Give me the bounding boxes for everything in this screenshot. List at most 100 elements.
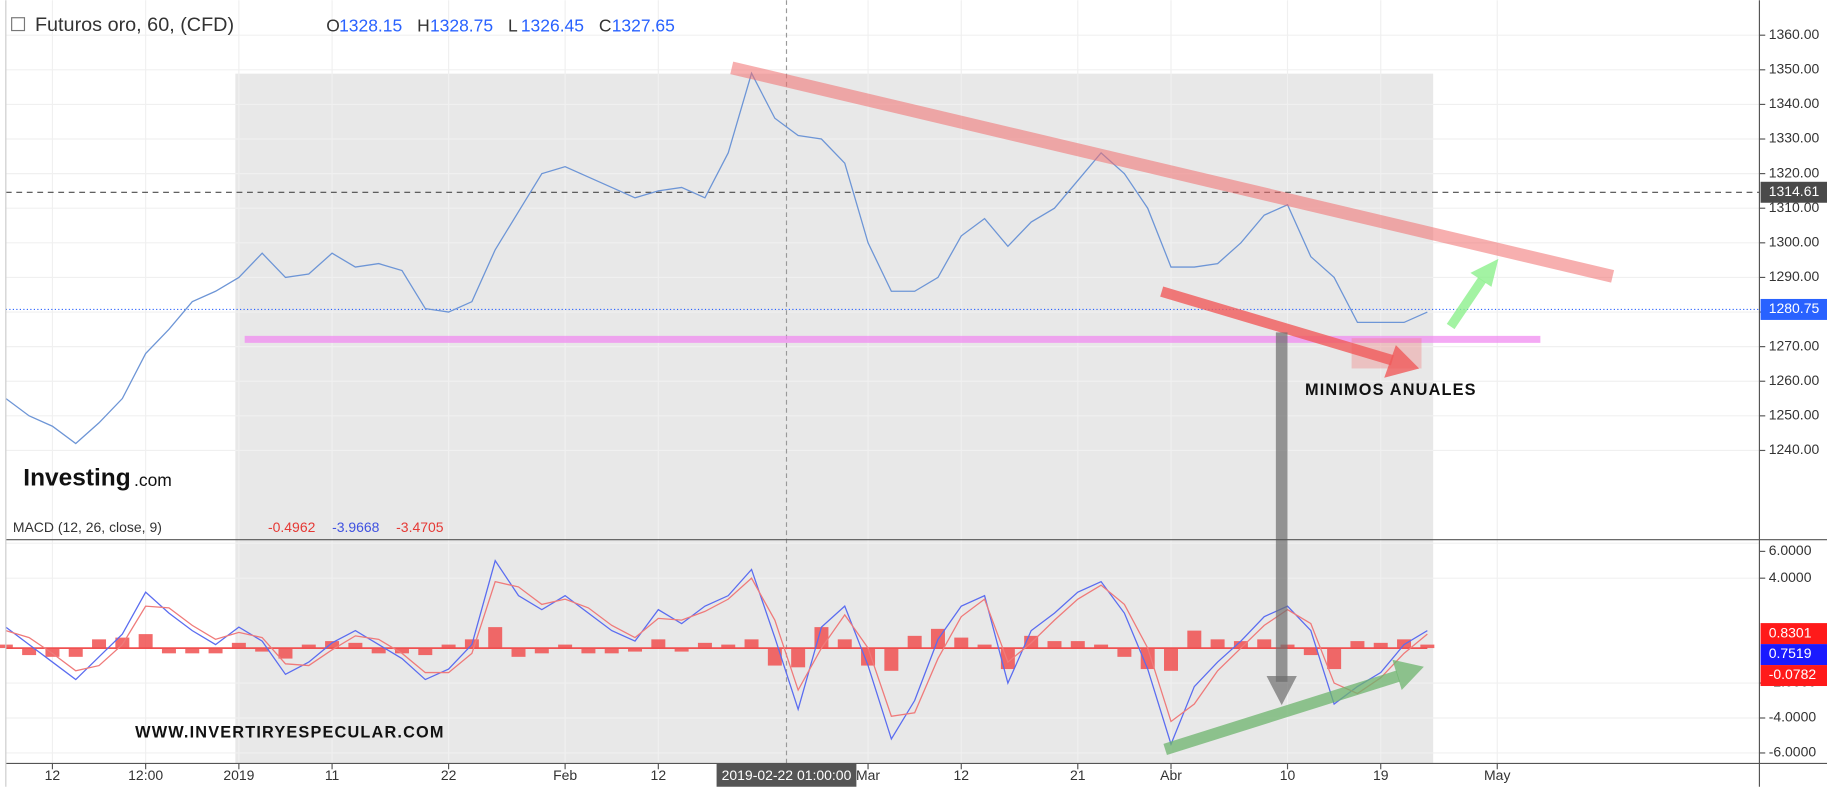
- x-tick-label: 11: [325, 767, 340, 783]
- histogram-bar: [511, 648, 526, 657]
- histogram-bar: [1373, 642, 1388, 649]
- collapse-icon[interactable]: [11, 17, 26, 32]
- histogram-bar: [604, 648, 619, 654]
- arrow: [1446, 277, 1486, 330]
- histogram-bar: [1327, 648, 1342, 670]
- crosshair-label-box: [716, 763, 857, 787]
- level-label: 1280.75: [1769, 300, 1820, 316]
- arrow-head: [1266, 676, 1297, 706]
- histogram-bar: [278, 648, 293, 659]
- ohlc-key: H: [417, 16, 430, 36]
- arrow-head: [1384, 345, 1420, 378]
- line: [5, 71, 1428, 445]
- value-box: [1760, 644, 1827, 666]
- marks: [0, 71, 1760, 747]
- histogram-bar: [977, 644, 992, 649]
- value-label: -0.0782: [1769, 666, 1817, 682]
- histogram-bar: [1094, 644, 1109, 649]
- level-box: [1760, 181, 1827, 203]
- chart-title: Futuros oro, 60, (CFD): [35, 14, 234, 36]
- histogram-bar: [628, 648, 643, 652]
- x-tick-label: 21: [1070, 767, 1086, 783]
- histogram-bar: [1397, 639, 1412, 649]
- logo-suffix: .com: [134, 470, 172, 490]
- y-tick-label: 1330.00: [1769, 130, 1820, 146]
- histogram-bar: [441, 644, 456, 649]
- histogram-bar: [255, 648, 270, 652]
- histogram-bar: [907, 635, 922, 649]
- histogram-bar: [581, 648, 596, 654]
- histogram-bar: [651, 639, 666, 649]
- y-tick-label: 1260.00: [1769, 372, 1820, 388]
- histogram-bar: [1420, 644, 1435, 649]
- y-tick-label: 1320.00: [1769, 164, 1820, 180]
- highlight-box: [235, 73, 1434, 764]
- y-tick-label: 1350.00: [1769, 60, 1820, 76]
- histogram-bar: [697, 642, 712, 649]
- x-tick-label: 2019: [223, 767, 254, 783]
- histogram-bar: [138, 634, 153, 649]
- histogram-bar: [92, 639, 107, 649]
- histogram-bar: [161, 648, 176, 654]
- y-tick-label: 1290.00: [1769, 268, 1820, 284]
- histogram-bar: [231, 642, 246, 649]
- indicator-title: MACD (12, 26, close, 9): [13, 519, 162, 535]
- line: [5, 577, 1428, 723]
- value-label: 0.8301: [1769, 624, 1812, 640]
- histogram-bar: [394, 648, 409, 654]
- line: [5, 559, 1428, 747]
- histogram-bar: [301, 644, 316, 649]
- histogram-bar: [558, 644, 573, 649]
- ohlc-key: O: [326, 16, 340, 36]
- x-tick-label: Abr: [1160, 767, 1182, 783]
- crosshair-label: 2019-02-22 01:00:00: [722, 767, 852, 783]
- y-tick-label: -4.0000: [1769, 709, 1817, 725]
- arrow-head: [1470, 258, 1499, 287]
- level-box: [1760, 298, 1827, 320]
- value-label: 0.7519: [1769, 645, 1812, 661]
- histogram-bar: [767, 648, 782, 666]
- histogram-bar: [1233, 641, 1248, 649]
- value-box: [1760, 623, 1827, 645]
- histogram-bar: [418, 648, 433, 656]
- histogram-bar: [1140, 648, 1155, 670]
- x-tick-label: May: [1484, 767, 1510, 783]
- histogram-bar: [45, 648, 60, 657]
- x-tick-label: 19: [1373, 767, 1389, 783]
- histogram-bar: [1303, 648, 1318, 656]
- ohlc-value: 1328.15: [339, 16, 402, 36]
- y-tick-label: 4.0000: [1769, 569, 1812, 585]
- histogram-bar: [1187, 630, 1202, 649]
- y-tick-label: -6.0000: [1769, 744, 1817, 760]
- logo: Investing: [23, 465, 130, 492]
- histogram-bar: [1070, 641, 1085, 649]
- histogram-bar: [185, 648, 200, 654]
- level-label: 1314.61: [1769, 183, 1820, 199]
- histogram-bar: [534, 648, 549, 654]
- histogram-bar: [1350, 641, 1365, 649]
- ohlc-value: 1328.75: [430, 16, 493, 36]
- histogram-bar: [1164, 648, 1178, 671]
- y-tick-label: 1310.00: [1769, 199, 1820, 215]
- y-tick-label: 1270.00: [1769, 337, 1820, 353]
- ohlc-value: 1326.45: [521, 16, 584, 36]
- watermark: WWW.INVERTIRYESPECULAR.COM: [135, 723, 444, 741]
- trendline: [730, 61, 1615, 283]
- histogram-bar: [884, 648, 899, 671]
- histogram-bar: [721, 644, 736, 649]
- y-tick-label: 1300.00: [1769, 234, 1820, 250]
- x-tick-label: Mar: [856, 767, 880, 783]
- arrow: [1163, 670, 1400, 756]
- histogram-bar: [837, 639, 852, 649]
- histogram-bar: [861, 648, 876, 666]
- x-tick-label: 12: [651, 767, 667, 783]
- histogram-bar: [791, 648, 806, 668]
- arrow: [1160, 286, 1394, 366]
- x-tick-label: 22: [441, 767, 457, 783]
- y-tick-label: 1240.00: [1769, 441, 1820, 457]
- x-tick-label: 12:00: [128, 767, 163, 783]
- histogram-bar: [954, 637, 969, 649]
- value-box: [1760, 665, 1827, 687]
